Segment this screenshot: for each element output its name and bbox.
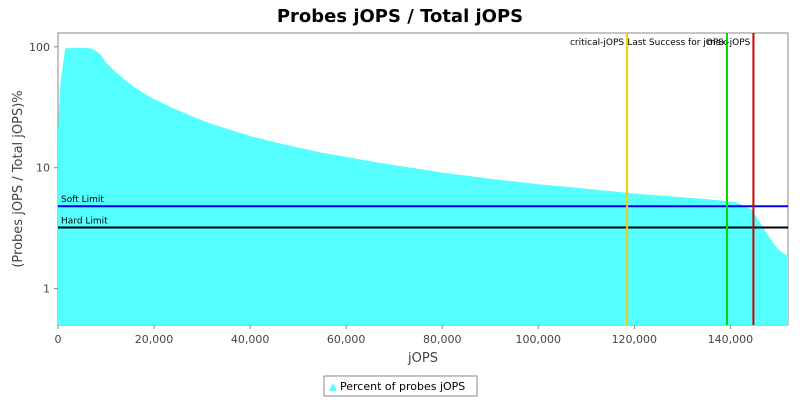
last-success-for-jops-label: Last Success for jOPS [627, 38, 724, 48]
max-jops-label: max-jOPS [707, 38, 751, 48]
y-tick-label: 1 [43, 283, 50, 296]
x-axis-label: jOPS [407, 351, 438, 366]
legend: Percent of probes jOPS [323, 375, 478, 397]
hard-limit-label: Hard Limit [61, 217, 108, 227]
x-tick-label: 80,000 [423, 333, 462, 346]
soft-limit-label: Soft Limit [61, 195, 104, 205]
series-area-percent-of-probes-jops [58, 47, 788, 326]
chart-title: Probes jOPS / Total jOPS [277, 6, 523, 27]
legend-swatch [329, 383, 337, 391]
y-tick-label: 100 [29, 41, 50, 54]
critical-jops-label: critical-jOPS [570, 38, 624, 48]
legend-box [323, 375, 478, 397]
y-axis: 1 10 100 [29, 41, 58, 296]
legend-label: Percent of probes jOPS [340, 380, 465, 393]
x-tick-label: 120,000 [612, 333, 658, 346]
x-tick-label: 20,000 [135, 333, 174, 346]
plot-area: Soft Limit Hard Limit critical-jOPS Last S… [57, 32, 789, 326]
y-tick-label: 10 [36, 162, 50, 175]
x-tick-label: 140,000 [708, 333, 754, 346]
x-tick-label: 100,000 [516, 333, 562, 346]
x-tick-label: 60,000 [327, 333, 366, 346]
x-tick-label: 40,000 [231, 333, 270, 346]
x-tick-label: 0 [55, 333, 62, 346]
y-axis-label: (Probes jOPS / Total jOPS)% [11, 90, 26, 267]
x-axis: 0 20,000 40,000 60,000 80,000 100,000 120,000 1… [55, 325, 754, 346]
